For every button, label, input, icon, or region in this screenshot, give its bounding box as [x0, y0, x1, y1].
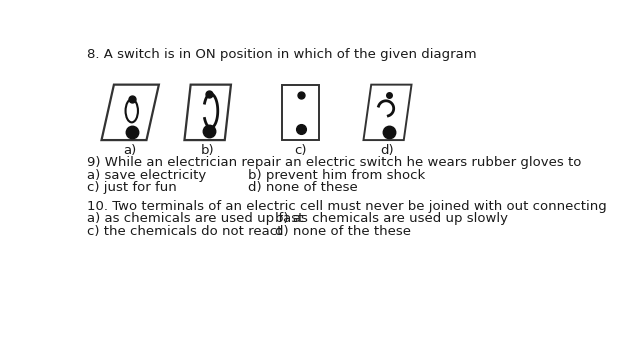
Text: d): d) — [381, 144, 394, 157]
Text: a) save electricity: a) save electricity — [87, 169, 206, 182]
Text: b): b) — [201, 144, 215, 157]
Bar — [282, 85, 319, 140]
Text: 10. Two terminals of an electric cell must never be joined with out connecting: 10. Two terminals of an electric cell mu… — [87, 200, 606, 213]
Text: 9) While an electrician repair an electric switch he wears rubber gloves to: 9) While an electrician repair an electr… — [87, 156, 581, 169]
Text: d) none of the these: d) none of the these — [275, 225, 411, 238]
Text: a): a) — [123, 144, 137, 157]
Text: c) the chemicals do not react: c) the chemicals do not react — [87, 225, 282, 238]
Text: c) just for fun: c) just for fun — [87, 181, 177, 194]
Text: b) prevent him from shock: b) prevent him from shock — [248, 169, 425, 182]
Text: d) none of these: d) none of these — [248, 181, 358, 194]
Text: b) as chemicals are used up slowly: b) as chemicals are used up slowly — [275, 212, 508, 226]
Text: c): c) — [294, 144, 307, 157]
Text: 8. A switch is in ON position in which of the given diagram: 8. A switch is in ON position in which o… — [87, 48, 476, 61]
Ellipse shape — [125, 99, 138, 122]
Text: a) as chemicals are used up fast: a) as chemicals are used up fast — [87, 212, 303, 226]
